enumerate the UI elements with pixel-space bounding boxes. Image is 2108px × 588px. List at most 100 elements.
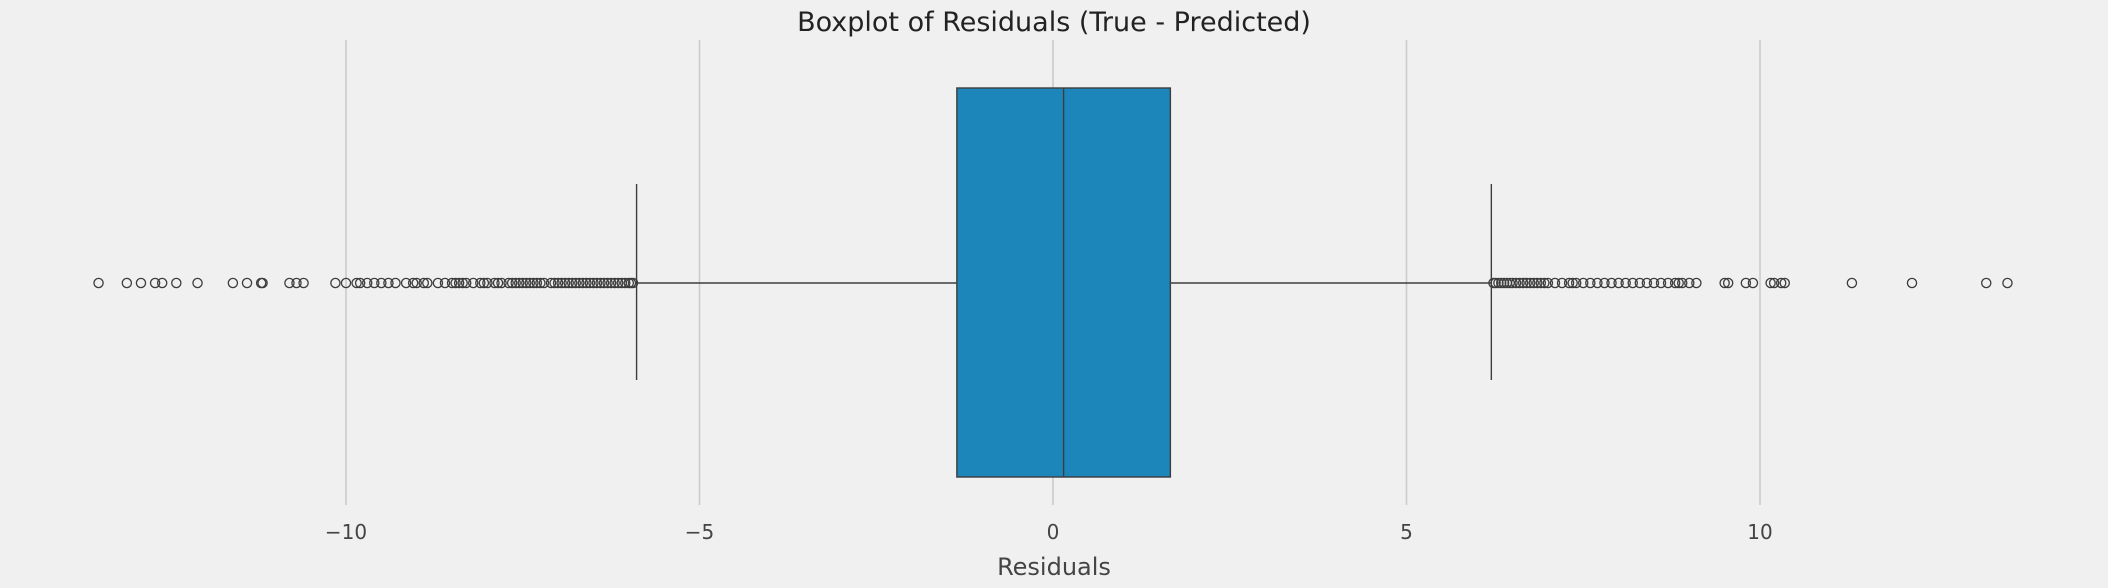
outlier-point	[291, 277, 302, 289]
outlier-point	[1521, 277, 1532, 289]
x-tick-label: 0	[1047, 520, 1060, 544]
outlier-point	[1507, 277, 1518, 289]
outlier-point	[1570, 277, 1582, 289]
outlier-point	[1517, 277, 1529, 289]
x-tick-label: −5	[685, 520, 714, 544]
outlier-point	[517, 277, 529, 289]
outlier-point	[422, 277, 433, 289]
outlier-point	[407, 277, 419, 289]
outlier-point	[1535, 277, 1547, 289]
outlier-point	[602, 277, 613, 289]
outliers	[93, 277, 2013, 289]
outlier-point	[1613, 277, 1624, 289]
outlier-point	[390, 277, 401, 289]
outlier-point	[1563, 277, 1575, 289]
outlier-point	[513, 277, 525, 289]
outlier-point	[482, 277, 493, 289]
outlier-point	[156, 277, 168, 289]
outlier-point	[460, 277, 472, 289]
outlier-point	[241, 277, 253, 289]
outlier-point	[1740, 277, 1752, 289]
outlier-point	[1775, 277, 1787, 289]
outlier-point	[411, 277, 422, 289]
outlier-point	[468, 277, 479, 289]
outlier-point	[524, 277, 536, 289]
outlier-point	[1846, 277, 1858, 289]
x-tick-label: 5	[1400, 520, 1413, 544]
x-tick-label: 10	[1747, 520, 1772, 544]
outlier-point	[298, 277, 309, 289]
outlier-point	[1691, 277, 1702, 289]
outlier-point	[351, 277, 362, 289]
outlier-point	[559, 277, 571, 289]
outlier-point	[1556, 277, 1568, 289]
outlier-point	[450, 277, 461, 289]
outlier-point	[552, 277, 564, 289]
outlier-point	[1532, 277, 1543, 289]
outlier-point	[581, 277, 592, 289]
outlier-point	[620, 277, 631, 289]
outlier-point	[1980, 277, 1992, 289]
outlier-point	[598, 277, 610, 289]
outlier-point	[1684, 277, 1695, 289]
outlier-point	[570, 277, 582, 289]
outlier-point	[446, 277, 458, 289]
outlier-point	[1768, 277, 1780, 289]
outlier-point	[1510, 277, 1522, 289]
outlier-point	[1567, 277, 1578, 289]
outlier-point	[478, 277, 490, 289]
outlier-point	[400, 277, 412, 289]
outlier-point	[192, 277, 203, 289]
outlier-point	[1493, 277, 1504, 289]
outlier-point	[627, 277, 639, 289]
outlier-point	[1722, 277, 1734, 289]
outlier-point	[257, 277, 268, 289]
outlier-point	[1606, 277, 1617, 289]
outlier-point	[1539, 277, 1550, 289]
outlier-point	[1528, 277, 1540, 289]
outlier-point	[1542, 277, 1554, 289]
outlier-point	[457, 277, 468, 289]
outlier-point	[1620, 277, 1631, 289]
outlier-point	[1669, 277, 1681, 289]
outlier-point	[121, 277, 133, 289]
outlier-point	[383, 277, 394, 289]
outlier-point	[361, 277, 373, 289]
outlier-point	[591, 277, 603, 289]
outlier-point	[489, 277, 500, 289]
outlier-point	[149, 277, 161, 289]
outlier-point	[1490, 277, 1501, 289]
outlier-point	[549, 277, 560, 289]
outlier-point	[284, 277, 295, 289]
outlier-point	[584, 277, 596, 289]
outlier-point	[1514, 277, 1525, 289]
outlier-point	[577, 277, 589, 289]
outlier-point	[588, 277, 599, 289]
outlier-point	[1585, 277, 1596, 289]
outlier-point	[538, 277, 550, 289]
outlier-point	[595, 277, 606, 289]
outlier-point	[439, 277, 451, 289]
outlier-point	[1495, 277, 1507, 289]
outlier-point	[453, 277, 465, 289]
outlier-point	[369, 277, 380, 289]
outlier-point	[227, 277, 239, 289]
outlier-point	[1498, 277, 1510, 289]
outlier-point	[354, 277, 366, 289]
outlier-point	[1676, 277, 1688, 289]
outlier-point	[1627, 277, 1638, 289]
outlier-point	[1648, 277, 1660, 289]
outlier-point	[1779, 277, 1790, 289]
outlier-point	[1549, 277, 1561, 289]
chart-title: Boxplot of Residuals (True - Predicted)	[797, 7, 1311, 38]
outlier-point	[1673, 277, 1684, 289]
outlier-point	[563, 277, 574, 289]
x-axis-label: Residuals	[997, 553, 1111, 581]
outlier-point	[1765, 277, 1776, 289]
outlier-point	[556, 277, 567, 289]
outlier-point	[1504, 277, 1515, 289]
outlier-point	[1662, 277, 1674, 289]
x-tick-label: −10	[325, 520, 367, 544]
outlier-point	[521, 277, 532, 289]
